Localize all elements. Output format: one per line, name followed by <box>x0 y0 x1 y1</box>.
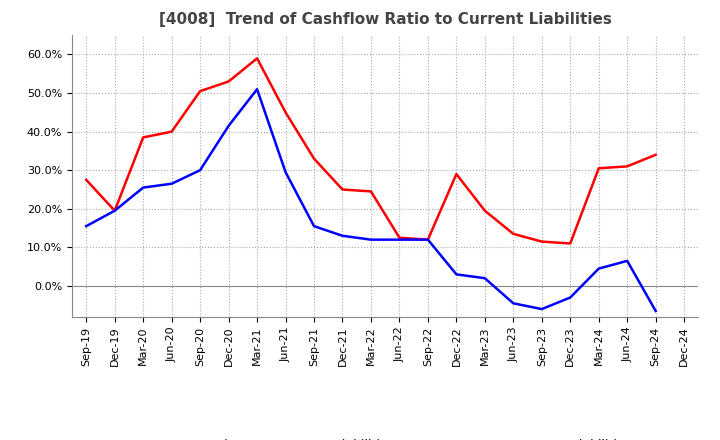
Free CF to Current Liabilities <box>452 272 461 277</box>
Legend: Operating CF to Current Liabilities, Free CF to Current Liabilities: Operating CF to Current Liabilities, Fre… <box>135 434 636 440</box>
Free CF to Current Liabilities <box>338 233 347 238</box>
Free CF to Current Liabilities <box>509 301 518 306</box>
Free CF to Current Liabilities <box>595 266 603 271</box>
Operating CF to Current Liabilities <box>623 164 631 169</box>
Free CF to Current Liabilities <box>225 123 233 128</box>
Operating CF to Current Liabilities <box>595 165 603 171</box>
Free CF to Current Liabilities <box>82 224 91 229</box>
Operating CF to Current Liabilities <box>253 56 261 61</box>
Free CF to Current Liabilities <box>282 169 290 175</box>
Operating CF to Current Liabilities <box>566 241 575 246</box>
Free CF to Current Liabilities <box>395 237 404 242</box>
Operating CF to Current Liabilities <box>452 172 461 177</box>
Free CF to Current Liabilities <box>537 306 546 312</box>
Free CF to Current Liabilities <box>652 308 660 314</box>
Operating CF to Current Liabilities <box>196 88 204 94</box>
Operating CF to Current Liabilities <box>110 208 119 213</box>
Operating CF to Current Liabilities <box>139 135 148 140</box>
Free CF to Current Liabilities <box>366 237 375 242</box>
Free CF to Current Liabilities <box>480 275 489 281</box>
Operating CF to Current Liabilities <box>537 239 546 244</box>
Operating CF to Current Liabilities <box>310 156 318 161</box>
Free CF to Current Liabilities <box>623 258 631 264</box>
Free CF to Current Liabilities <box>196 168 204 173</box>
Operating CF to Current Liabilities <box>509 231 518 237</box>
Free CF to Current Liabilities <box>110 208 119 213</box>
Operating CF to Current Liabilities <box>338 187 347 192</box>
Free CF to Current Liabilities <box>139 185 148 190</box>
Operating CF to Current Liabilities <box>480 208 489 213</box>
Operating CF to Current Liabilities <box>395 235 404 240</box>
Operating CF to Current Liabilities <box>82 177 91 183</box>
Free CF to Current Liabilities <box>253 87 261 92</box>
Operating CF to Current Liabilities <box>282 110 290 115</box>
Free CF to Current Liabilities <box>566 295 575 300</box>
Line: Operating CF to Current Liabilities: Operating CF to Current Liabilities <box>86 59 656 243</box>
Free CF to Current Liabilities <box>310 224 318 229</box>
Operating CF to Current Liabilities <box>167 129 176 134</box>
Free CF to Current Liabilities <box>167 181 176 187</box>
Operating CF to Current Liabilities <box>652 152 660 158</box>
Line: Free CF to Current Liabilities: Free CF to Current Liabilities <box>86 89 656 311</box>
Operating CF to Current Liabilities <box>225 79 233 84</box>
Operating CF to Current Liabilities <box>423 237 432 242</box>
Free CF to Current Liabilities <box>423 237 432 242</box>
Title: [4008]  Trend of Cashflow Ratio to Current Liabilities: [4008] Trend of Cashflow Ratio to Curren… <box>159 12 611 27</box>
Operating CF to Current Liabilities <box>366 189 375 194</box>
